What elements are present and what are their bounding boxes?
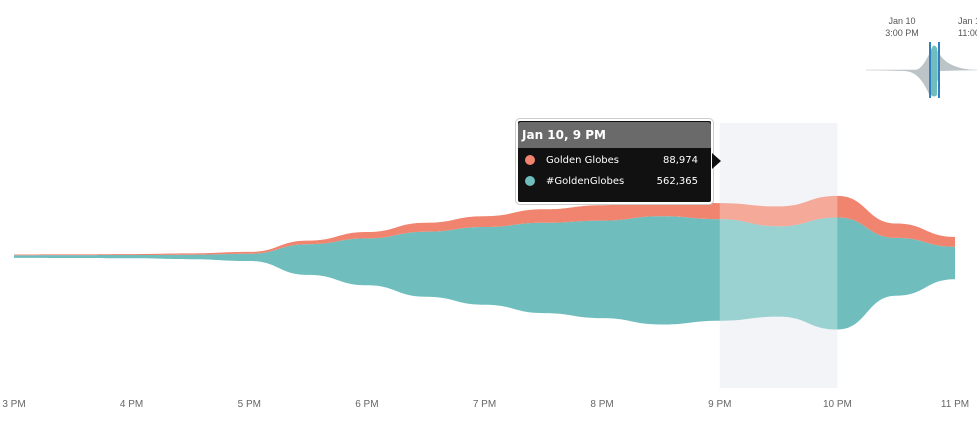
mini-label-end-date: Jan 1: [958, 16, 977, 26]
series-dot-golden-globes: [525, 155, 535, 165]
series-value: 88,974: [663, 155, 698, 166]
x-axis: 3 PM 4 PM 5 PM 6 PM 7 PM 8 PM 9 PM 10 PM 11 PM: [2, 399, 969, 410]
mini-label-start-time: 3:00 PM: [885, 28, 919, 38]
x-tick-label: 7 PM: [473, 399, 496, 410]
series-value: 562,365: [656, 176, 698, 187]
series-area-golden-globes[interactable]: [14, 195, 955, 256]
selection-overlay: [719, 123, 838, 388]
x-tick-label: 5 PM: [238, 399, 261, 410]
mini-label-start-date: Jan 10: [888, 16, 915, 26]
series-name: Golden Globes: [546, 155, 620, 166]
mini-stream: [868, 46, 975, 96]
x-tick-label: 8 PM: [590, 399, 613, 410]
tooltip-title: Jan 10, 9 PM: [518, 122, 711, 148]
tooltip-row-golden-globes: Golden Globes 88,974: [518, 150, 711, 171]
x-tick-label: 3 PM: [2, 399, 25, 410]
tooltip: Jan 10, 9 PM Golden Globes 88,974 #Golde…: [516, 119, 721, 204]
mini-label-end-time: 11:00: [958, 28, 977, 38]
x-tick-label: 11 PM: [941, 399, 969, 410]
series-name: #GoldenGlobes: [546, 176, 625, 187]
series-dot-hashtag: [525, 176, 535, 186]
series-area-hashtag-goldenglobes[interactable]: [14, 216, 955, 330]
mini-timeline[interactable]: Jan 10 3:00 PM Jan 1 11:00: [866, 16, 977, 98]
x-tick-label: 4 PM: [120, 399, 143, 410]
x-tick-label: 10 PM: [823, 399, 852, 410]
x-tick-label: 6 PM: [355, 399, 378, 410]
mini-stream-highlight: [931, 45, 937, 97]
x-tick-label: 9 PM: [708, 399, 731, 410]
tooltip-row-hashtag: #GoldenGlobes 562,365: [518, 171, 711, 192]
tooltip-caret: [712, 153, 721, 169]
